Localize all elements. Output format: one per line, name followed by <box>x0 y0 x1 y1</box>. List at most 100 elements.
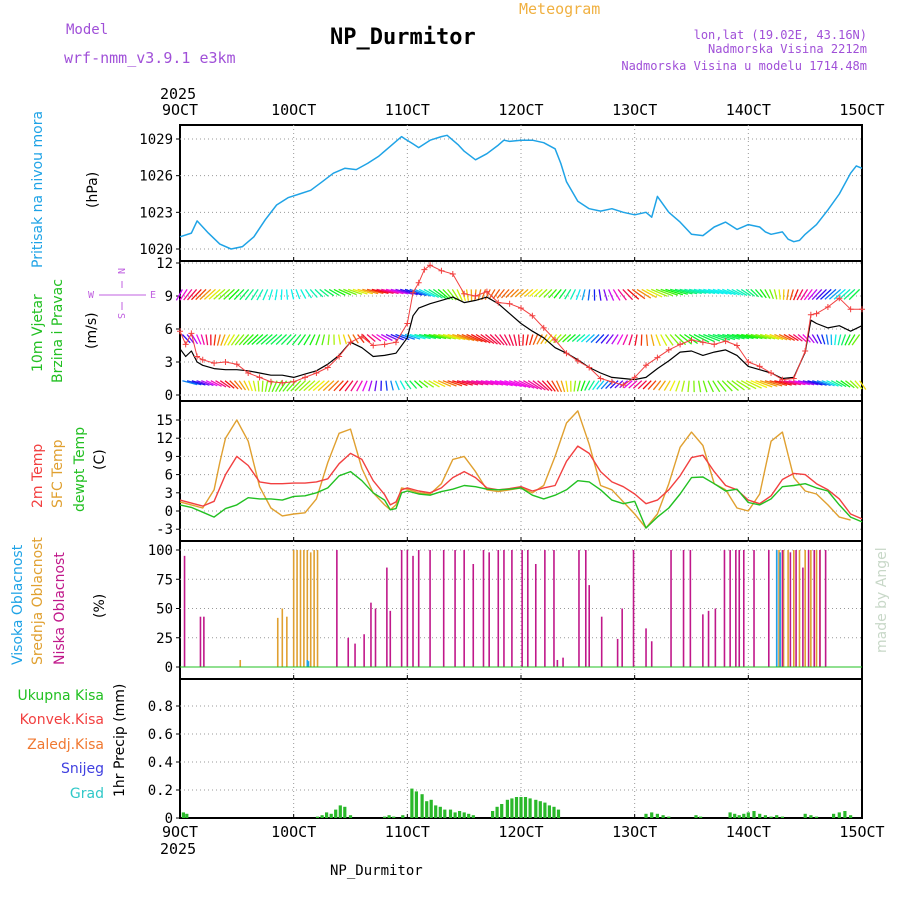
y-tick-label: 0 <box>165 388 173 404</box>
top-x-label: 9OCT <box>162 101 198 119</box>
y-tick-label: 3 <box>165 486 173 502</box>
wind-barb <box>205 334 209 346</box>
footer-station: NP_Durmitor <box>330 863 423 879</box>
wind-barb <box>703 288 720 295</box>
wind-barb <box>632 380 643 389</box>
wind-gust-marker <box>540 324 547 331</box>
wind-barb <box>366 334 376 342</box>
wind-barb <box>707 380 714 393</box>
wind-barb <box>816 380 831 387</box>
wind-barb <box>513 380 531 389</box>
wind-barb <box>736 333 754 340</box>
wind-barb <box>308 380 321 392</box>
wind-barb <box>712 288 728 295</box>
wind-barb <box>811 288 823 301</box>
wind-barb <box>807 288 818 301</box>
wind-barbs <box>175 288 867 393</box>
wind-barb <box>216 334 221 346</box>
model-elevation-label: Nadmorska Visina u modelu 1714.48m <box>621 59 867 73</box>
wind-gust-marker <box>495 299 502 306</box>
wind-gust-marker <box>506 300 513 307</box>
wind-barb <box>634 334 638 346</box>
wind-barb <box>380 333 393 342</box>
wind-barb <box>195 334 202 345</box>
precip-legend-freezing: Zaledj.Kisa <box>27 737 104 753</box>
wind-gust-marker <box>847 306 854 313</box>
wind-gust-marker <box>722 338 729 345</box>
wind-gust-marker <box>779 376 786 383</box>
temp-sfc-line <box>179 410 851 529</box>
precip-bar <box>338 805 342 818</box>
wind-barb <box>219 380 231 389</box>
wind-barb <box>233 288 245 301</box>
wind-barb <box>576 334 586 343</box>
wind-barb <box>645 334 649 346</box>
wind-barb <box>660 288 679 296</box>
wind-barb <box>789 289 794 301</box>
precip-bar <box>387 815 391 818</box>
wind-barb <box>262 289 269 301</box>
y-tick-label: 6 <box>165 468 173 484</box>
wind-barb <box>385 380 388 391</box>
wind-barb <box>555 380 563 393</box>
wind-barb <box>220 334 226 346</box>
wind-barb <box>736 380 751 390</box>
compass-e: E <box>150 290 156 301</box>
wind-barb <box>510 288 520 298</box>
wind-barb <box>338 334 342 345</box>
y-tick-label: 12 <box>156 256 173 272</box>
wind-barb <box>419 333 437 340</box>
wind-barb <box>447 333 466 341</box>
wind-barb <box>304 289 313 299</box>
wind-barb <box>505 288 515 298</box>
wind-barb <box>327 334 330 346</box>
wind-gust-marker <box>836 295 843 302</box>
wind-barb <box>260 334 273 345</box>
bottom-x-label: 10OCT <box>271 823 316 841</box>
wind-barb <box>423 333 442 340</box>
wind-barb <box>783 333 796 341</box>
wind-gust-marker <box>745 359 752 365</box>
wind-barb <box>356 380 363 392</box>
wind-barb <box>404 380 412 390</box>
wind-barb <box>564 289 572 300</box>
wind-barb <box>186 380 202 386</box>
precip-bar <box>414 791 418 818</box>
wind-barb <box>270 334 283 345</box>
wind-barb <box>485 333 498 345</box>
wind-barb <box>423 380 435 388</box>
wind-gust-marker <box>574 357 581 364</box>
wind-barb <box>328 380 340 392</box>
wind-barb <box>291 334 302 346</box>
wind-gust-marker <box>472 293 479 299</box>
y-tick-label: 0.6 <box>148 727 173 743</box>
wind-barb <box>229 380 239 390</box>
wind-barb <box>679 333 693 345</box>
wind-barb <box>750 380 768 389</box>
pressure-panel: Pritisak na nivou mora (hPa) 10201023102… <box>30 111 863 268</box>
wind-barb <box>642 380 652 390</box>
wind-barb <box>717 288 732 295</box>
wind-barb <box>637 380 647 390</box>
wind-barb <box>213 288 226 300</box>
wind-barb <box>688 288 707 295</box>
temp-title-2m: 2m Temp <box>30 444 46 508</box>
precip-bar <box>728 812 732 818</box>
top-x-label: 12OCT <box>498 101 543 119</box>
wind-barb <box>303 380 316 392</box>
wind-barb <box>687 380 690 393</box>
wind-barb <box>451 289 460 301</box>
wind-barb <box>717 380 727 392</box>
wind-barb <box>528 334 534 346</box>
top-x-label: 10OCT <box>271 101 316 119</box>
precip-bar <box>543 802 547 818</box>
wind-barb <box>538 288 548 298</box>
wind-barb <box>745 288 756 297</box>
wind-gust-marker <box>620 382 627 389</box>
wind-barb <box>418 380 429 388</box>
wind-barb <box>546 380 556 392</box>
wind-barb <box>553 288 562 299</box>
wind-barb <box>764 289 771 299</box>
wind-barb <box>844 334 851 346</box>
wind-barb <box>731 288 744 296</box>
